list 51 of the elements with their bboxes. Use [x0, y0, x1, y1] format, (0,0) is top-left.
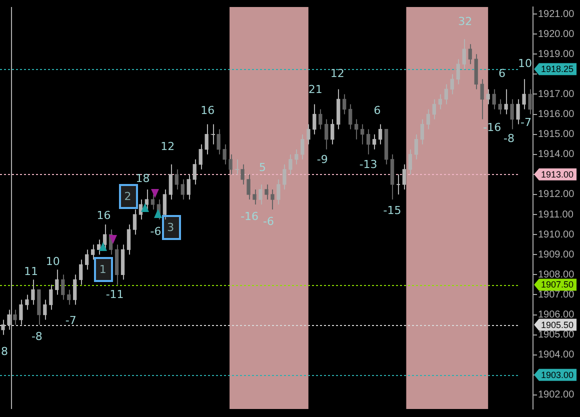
annotation: 16	[200, 104, 215, 117]
annotation: 5	[258, 160, 266, 174]
annotation: -8	[31, 330, 42, 343]
annotation: -11	[106, 288, 124, 301]
y-tick-label: 1915.00	[538, 129, 575, 140]
annotation: 10	[46, 254, 60, 268]
annotation: 6	[374, 104, 381, 117]
annotation: 16	[96, 208, 111, 222]
annotation: -8	[504, 132, 515, 145]
annotation: -6	[150, 224, 162, 238]
y-tick-label: 1919.00	[538, 48, 575, 60]
ref-line-label: 1903.00	[541, 370, 574, 380]
y-tick-label: 1920.00	[538, 28, 575, 40]
annotation: -7	[65, 314, 76, 327]
annotation: 11	[24, 264, 38, 278]
annotation: 12	[160, 140, 175, 153]
annotation: -16	[240, 210, 259, 223]
annotation: -9	[316, 152, 328, 166]
ref-line-label: 1905.50	[541, 320, 574, 330]
y-tick-label: 1921.00	[538, 8, 575, 20]
ref-line-label: 1907.50	[541, 280, 574, 290]
annotation: 8	[1, 344, 8, 358]
y-tick-label: 1917.00	[538, 88, 575, 100]
y-tick-label: 1916.00	[538, 109, 575, 120]
y-tick-label: 1905.00	[538, 330, 575, 341]
annotation: -15	[383, 204, 402, 217]
ref-line-label: 1913.00	[541, 169, 574, 180]
annotation: 6	[498, 66, 506, 80]
y-tick-label: 1909.00	[538, 249, 575, 260]
annotation: -13	[359, 158, 378, 171]
annotation: 32	[458, 14, 472, 28]
annotation: -7	[520, 116, 532, 129]
annotation: 21	[308, 82, 322, 96]
annotation: 1	[99, 262, 106, 276]
annotation: -6	[262, 214, 274, 228]
y-tick-label: 1912.00	[538, 189, 575, 200]
annotation: 12	[330, 66, 344, 80]
y-tick-label: 1906.00	[538, 310, 575, 321]
candlestick	[396, 174, 400, 195]
y-tick-label: 1910.00	[538, 229, 575, 240]
y-tick-label: 1908.00	[538, 269, 575, 280]
annotation: 2	[124, 190, 132, 203]
y-tick-label: 1914.00	[538, 149, 575, 160]
annotation: 10	[518, 56, 532, 70]
ref-line-label: 1918.25	[541, 64, 574, 74]
annotation: 18	[136, 172, 150, 185]
annotation: 3	[167, 220, 174, 234]
y-tick-label: 1902.00	[538, 390, 575, 401]
y-tick-label: 1907.00	[538, 289, 575, 300]
y-tick-label: 1911.00	[538, 209, 574, 220]
y-tick-label: 1904.00	[538, 350, 575, 361]
